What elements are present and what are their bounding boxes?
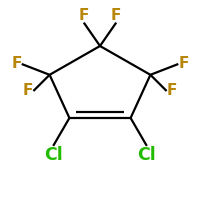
Text: F: F (79, 8, 89, 23)
Text: F: F (111, 8, 121, 23)
Text: Cl: Cl (44, 146, 63, 164)
Text: F: F (23, 83, 33, 98)
Text: F: F (178, 56, 189, 72)
Text: Cl: Cl (137, 146, 156, 164)
Text: F: F (167, 83, 177, 98)
Text: F: F (11, 56, 22, 72)
